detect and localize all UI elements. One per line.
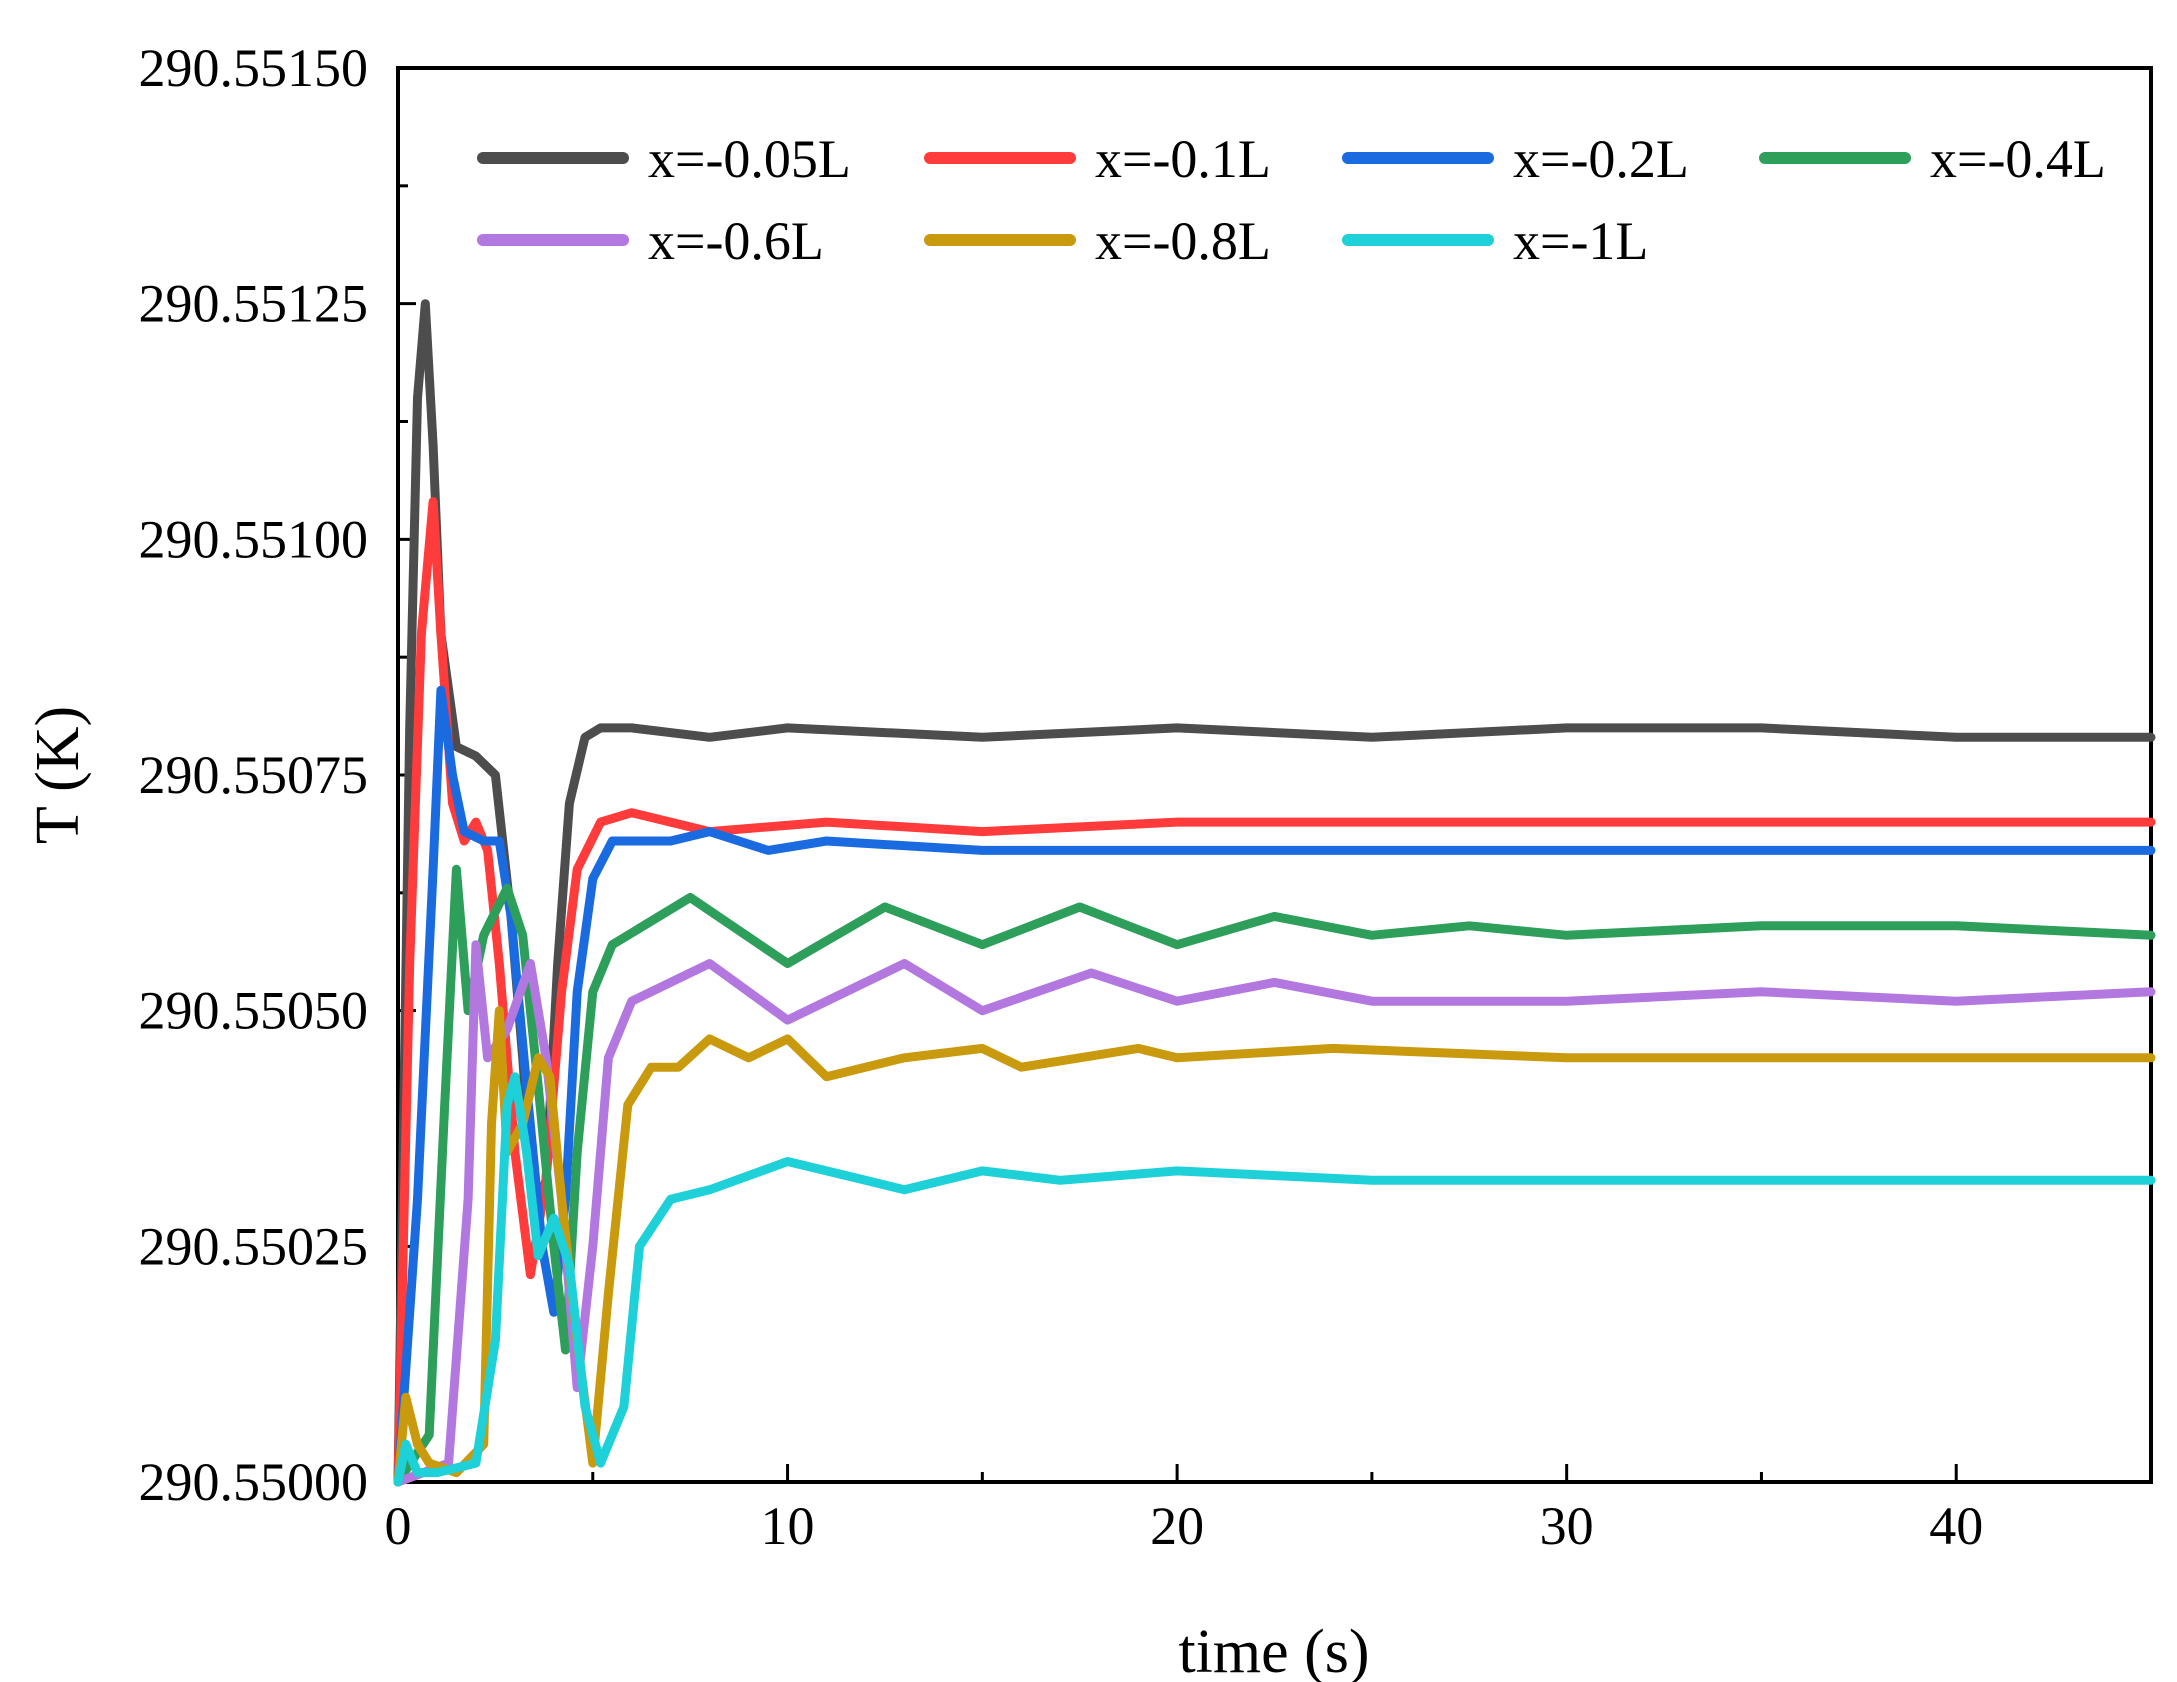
legend-label-6: x=-1L <box>1513 211 1648 271</box>
y-tick-label: 290.55125 <box>139 274 369 334</box>
series-line-1 <box>393 497 2156 1487</box>
series-group <box>393 299 2156 1487</box>
axes: 0 10 20 30 40 290.55000 290.55025 290.55050 290.… <box>139 38 1984 1556</box>
y-tick-label: 290.55050 <box>139 981 369 1041</box>
x-axis-title: time (s) <box>1178 1618 1369 1682</box>
legend-label-5: x=-0.8L <box>1095 211 1271 271</box>
legend-label-3: x=-0.4L <box>1930 129 2106 189</box>
y-tick-label: 290.55100 <box>139 509 369 569</box>
x-tick-label: 20 <box>1150 1496 1204 1556</box>
legend: x=-0.05L x=-0.1L x=-0.2L x=-0.4L x=-0.6L x=-0… <box>477 129 2106 271</box>
y-tick-label: 290.55150 <box>139 38 369 98</box>
x-tick-label: 10 <box>761 1496 815 1556</box>
y-tick-label: 290.55000 <box>139 1452 369 1512</box>
legend-label-1: x=-0.1L <box>1095 129 1271 189</box>
y-tick-label: 290.55075 <box>139 745 369 805</box>
y-tick-label: 290.55025 <box>139 1216 369 1276</box>
x-tick-label: 40 <box>1929 1496 1983 1556</box>
series-line-2 <box>393 685 2156 1487</box>
series-line-4 <box>393 940 2156 1487</box>
x-tick-label: 30 <box>1540 1496 1594 1556</box>
series-line-5 <box>393 1006 2156 1487</box>
legend-label-0: x=-0.05L <box>648 129 851 189</box>
series-line-6 <box>393 1072 2156 1487</box>
x-tick-label: 0 <box>385 1496 412 1556</box>
series-line-0 <box>393 299 2156 1487</box>
legend-label-4: x=-0.6L <box>648 211 824 271</box>
y-axis-title: T (K) <box>24 706 92 844</box>
legend-label-2: x=-0.2L <box>1513 129 1689 189</box>
plot-frame <box>396 66 2153 1484</box>
